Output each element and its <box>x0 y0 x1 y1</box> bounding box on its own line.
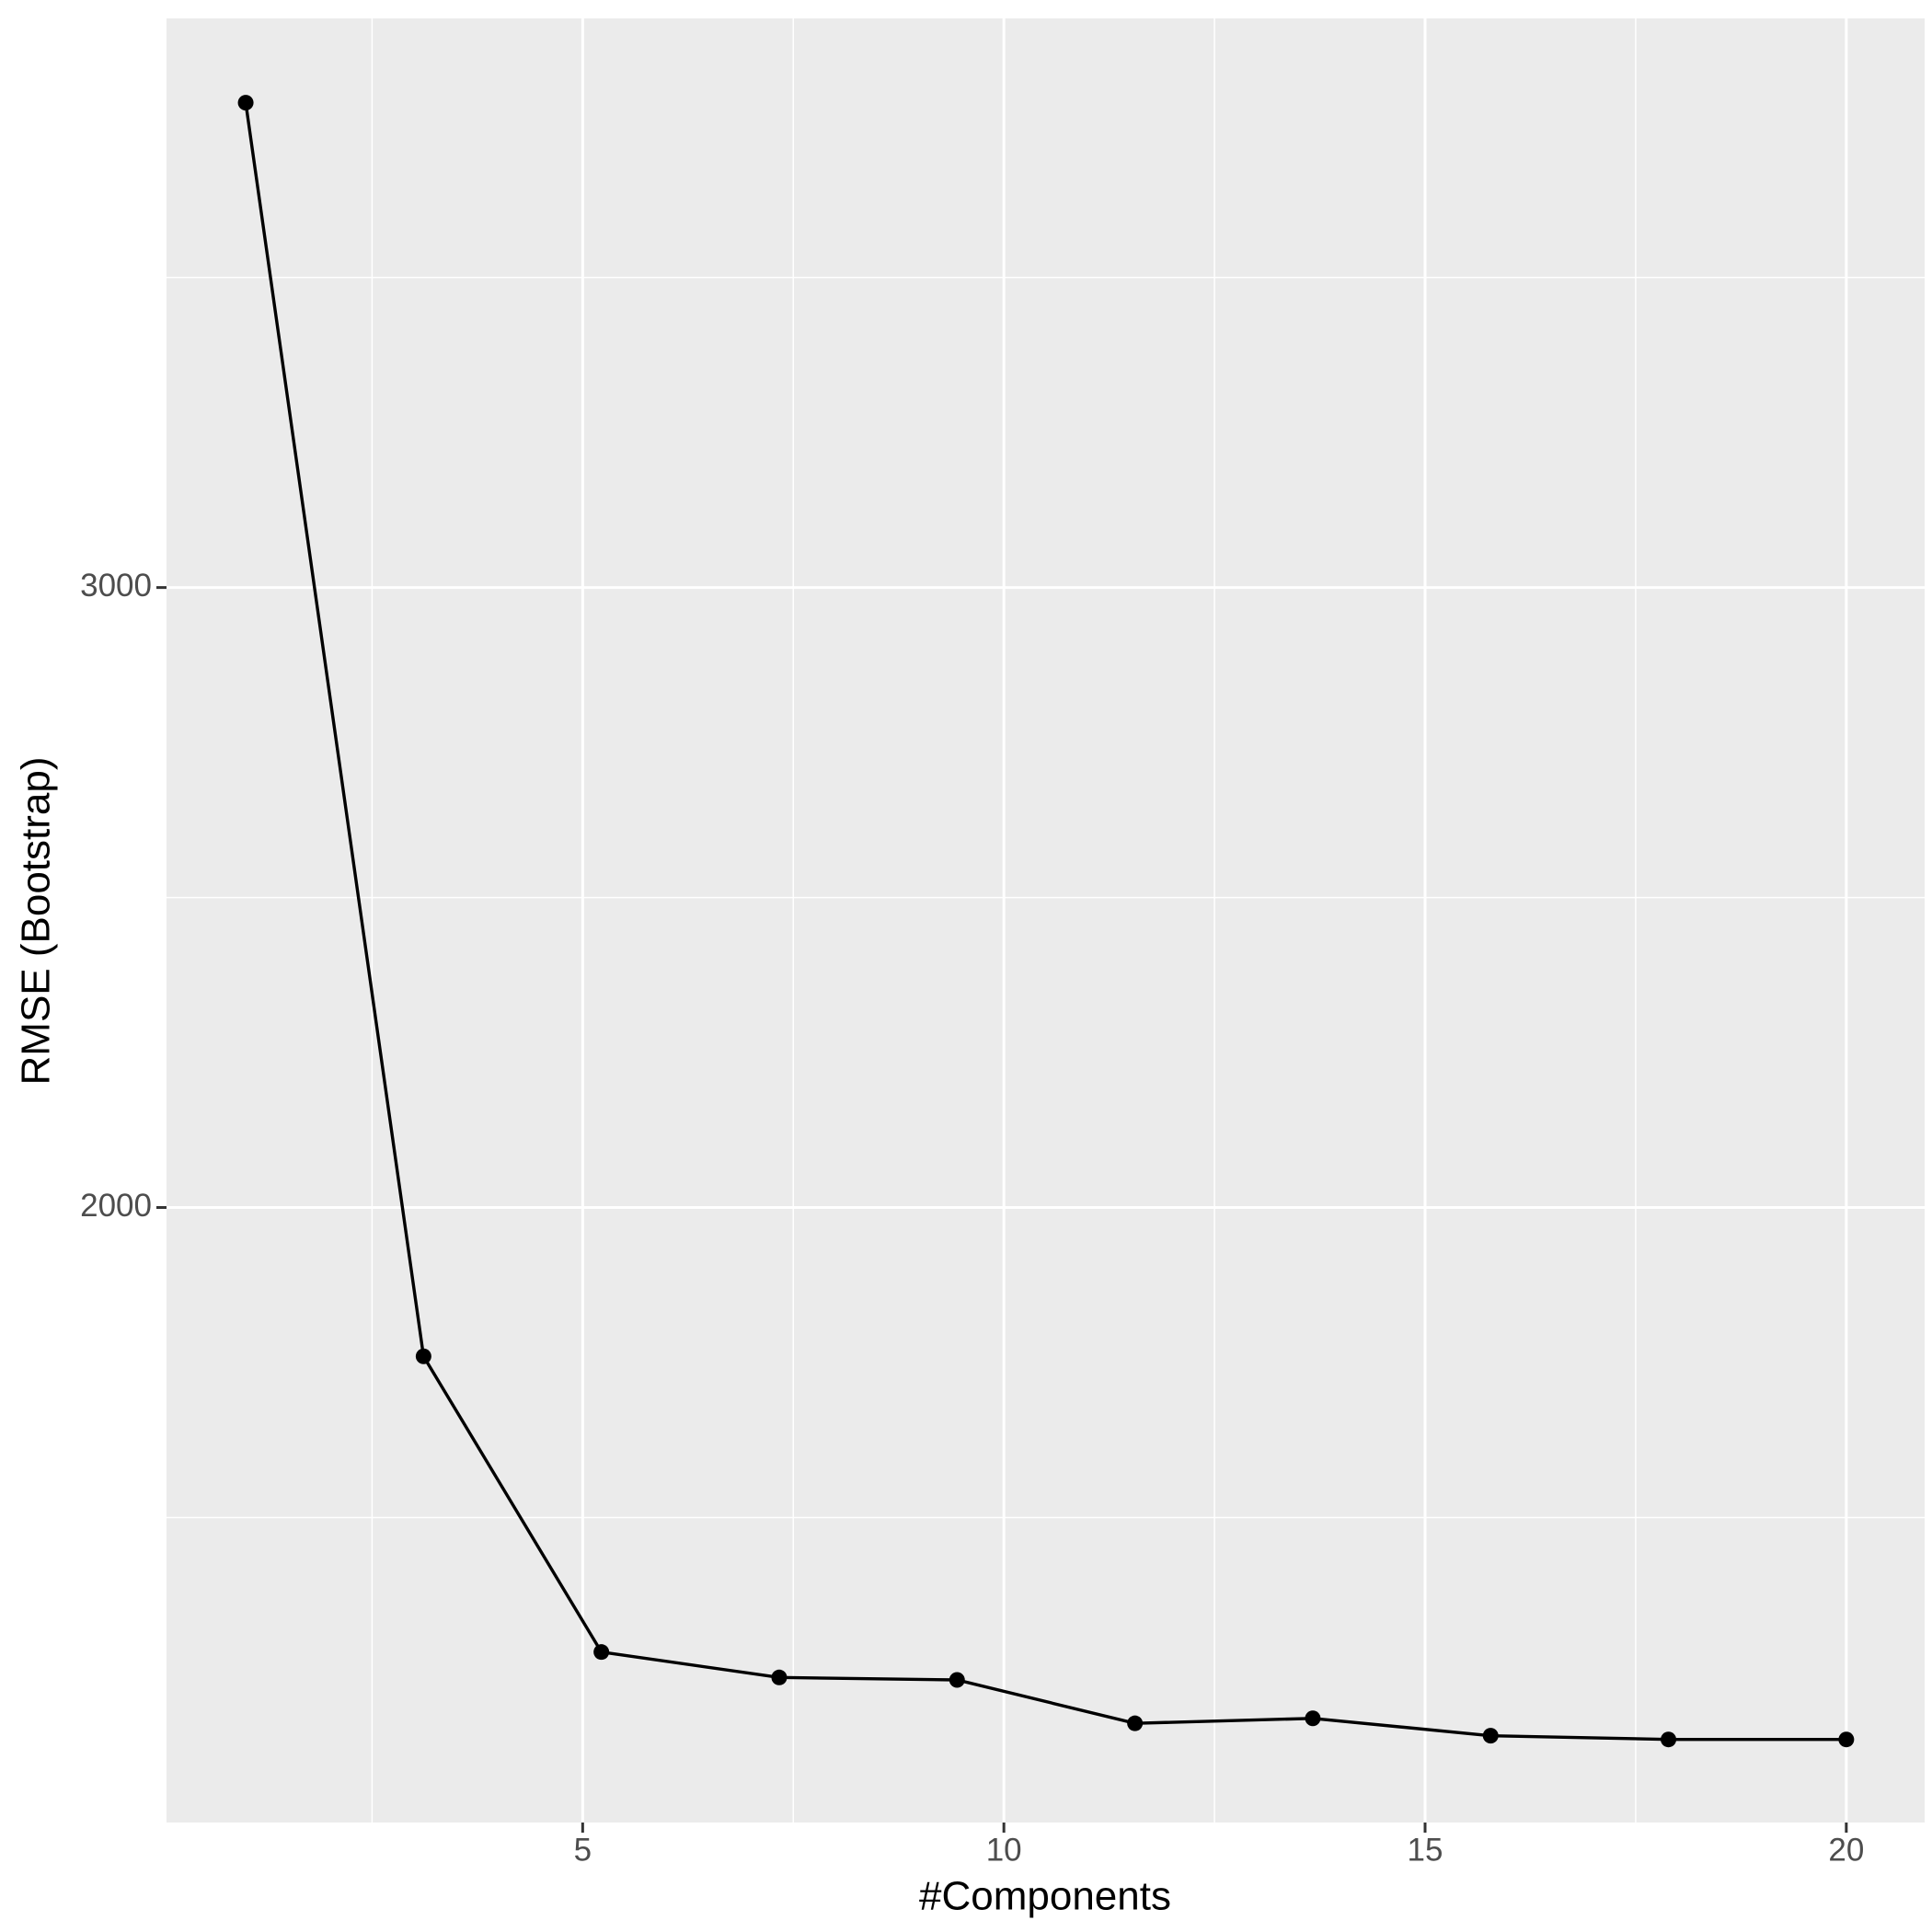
point <box>415 1348 431 1364</box>
y-tick-label: 3000 <box>80 568 152 604</box>
point <box>771 1669 788 1685</box>
point <box>1127 1715 1144 1731</box>
point <box>593 1644 610 1661</box>
x-tick-label: 15 <box>1408 1832 1443 1868</box>
point <box>949 1672 965 1688</box>
x-tick-label: 20 <box>1828 1832 1864 1868</box>
point <box>1482 1728 1499 1744</box>
point <box>1838 1731 1855 1748</box>
point <box>1661 1731 1677 1748</box>
panel <box>167 18 1925 1823</box>
x-axis-title: #Components <box>919 1874 1171 1919</box>
point <box>1305 1710 1321 1727</box>
point <box>237 95 254 111</box>
x-tick-label: 5 <box>574 1832 592 1868</box>
y-tick-label: 2000 <box>80 1188 152 1224</box>
line <box>244 102 1846 1742</box>
y-axis-title: RMSE (Bootstrap) <box>14 757 59 1086</box>
x-tick-label: 10 <box>986 1832 1022 1868</box>
